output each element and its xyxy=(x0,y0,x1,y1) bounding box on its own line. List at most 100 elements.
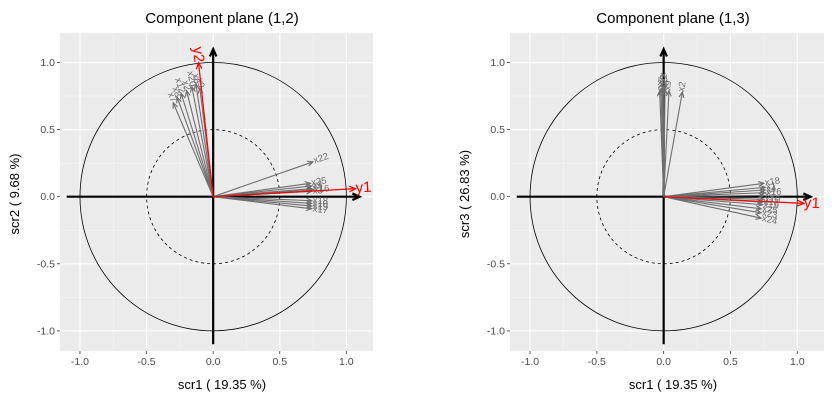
predictor-label: x9 xyxy=(663,80,674,91)
predictor-label: x2 xyxy=(676,81,689,93)
predictor-label: x19 xyxy=(312,201,328,213)
predictor-label: x4 xyxy=(312,179,323,191)
plot-background xyxy=(60,33,373,351)
x-tick-label: 0.5 xyxy=(272,356,287,368)
predictor-label: x12 xyxy=(172,77,187,95)
response-arrowhead xyxy=(797,199,806,207)
predictor-vector xyxy=(195,83,214,197)
y-axis-label: scr3 ( 26.83 %) xyxy=(457,150,472,238)
panel-title: Component plane (1,3) xyxy=(596,10,749,27)
x-axis-arrowhead xyxy=(802,192,814,201)
predictor-label: x18 xyxy=(313,195,329,207)
x-tick-label: 0.5 xyxy=(723,356,738,368)
x-tick-label: -0.5 xyxy=(588,356,606,368)
predictor-vector xyxy=(663,194,764,198)
predictor-arrowhead xyxy=(755,209,763,215)
predictor-arrowhead xyxy=(179,92,186,100)
predictor-arrowhead xyxy=(184,89,191,97)
predictor-label: x7 xyxy=(165,91,179,105)
predictor-label: x8 xyxy=(656,79,667,89)
y-tick-label: 0.0 xyxy=(490,191,505,203)
predictor-vector xyxy=(663,182,764,198)
predictor-label: x16 xyxy=(766,187,782,199)
y-tick-label: 0.0 xyxy=(40,191,55,203)
predictor-arrowhead xyxy=(189,85,196,93)
y-tick-label: 1.0 xyxy=(490,57,505,69)
x-axis-arrowhead xyxy=(351,192,363,201)
predictor-label: x12 xyxy=(659,74,670,89)
y-axis-label: scr2 ( 9.68 %) xyxy=(7,154,22,235)
x-tick-label: 0.0 xyxy=(206,356,221,368)
response-vector xyxy=(213,188,356,198)
predictor-arrowhead xyxy=(305,202,314,209)
x-tick-label: -1.0 xyxy=(521,356,539,368)
predictor-label: x1 xyxy=(766,181,777,193)
predictor-vector xyxy=(663,196,762,214)
predictor-arrowhead xyxy=(759,187,767,194)
predictor-vector xyxy=(185,90,214,197)
panel-title: Component plane (1,2) xyxy=(145,10,298,27)
response-label: y1 xyxy=(355,179,372,197)
predictor-label: x23 xyxy=(761,208,778,221)
predictor-vector xyxy=(663,90,670,197)
predictor-label: x16 xyxy=(314,183,330,195)
predictor-arrowhead xyxy=(307,160,315,167)
predictor-arrowhead xyxy=(305,205,314,212)
y-axis-arrowhead xyxy=(208,46,218,57)
predictor-label: x20 xyxy=(184,70,198,87)
x-axis-label: scr1 ( 19.35 %) xyxy=(629,377,717,392)
x-tick-label: 1.0 xyxy=(339,356,354,368)
predictor-arrowhead xyxy=(665,89,672,97)
predictor-vector xyxy=(663,196,762,219)
y-tick-label: -1.0 xyxy=(487,325,505,337)
response-arrowhead xyxy=(195,61,203,70)
y-tick-label: -0.5 xyxy=(487,258,505,270)
predictor-arrowhead xyxy=(305,197,314,204)
x-tick-label: 0.0 xyxy=(656,356,671,368)
plot-background xyxy=(510,33,824,351)
y-tick-label: -1.0 xyxy=(37,325,55,337)
x-tick-label: -0.5 xyxy=(138,356,156,368)
predictor-label: x18 xyxy=(764,176,781,189)
predictor-arrowhead xyxy=(661,88,668,96)
predictor-label: x3 xyxy=(765,190,775,201)
predictor-label: x10 xyxy=(765,194,781,205)
predictor-arrowhead xyxy=(176,96,182,104)
predictor-vector xyxy=(663,89,666,197)
predictor-vector xyxy=(663,196,762,210)
predictor-label: x6 xyxy=(655,80,666,90)
predictor-vector xyxy=(212,161,314,198)
predictor-vector xyxy=(191,86,214,197)
predictor-arrowhead xyxy=(756,201,764,208)
predictor-arrowhead xyxy=(755,214,763,220)
y-axis-arrowhead xyxy=(659,46,668,57)
response-vector xyxy=(197,62,214,197)
predictor-label: x6 xyxy=(190,73,202,85)
response-label: y1 xyxy=(804,194,821,212)
predictor-label: x20 xyxy=(658,73,669,88)
panel-left: Component plane (1,2) -1.0 -0.5 0.0 0.5 1.0 -… xyxy=(7,10,373,392)
predictor-label: x10 xyxy=(312,198,328,210)
predictor-vector xyxy=(663,91,683,197)
y-tick-label: 0.5 xyxy=(40,124,55,136)
x-axis-label: scr1 ( 19.35 %) xyxy=(178,377,266,392)
predictor-label: x2 xyxy=(180,79,193,91)
predictor-arrowhead xyxy=(756,198,764,205)
predictor-label: x17 xyxy=(312,204,329,217)
predictor-arrowhead xyxy=(305,200,314,206)
predictor-label: x25 xyxy=(761,204,778,217)
predictor-arrowhead xyxy=(678,90,685,98)
plot-area: -1.0 -0.5 0.0 0.5 1.0-1.0-0.50.00.51.0x6x8x2… xyxy=(487,33,824,368)
predictor-arrowhead xyxy=(193,82,200,90)
predictor-arrowhead xyxy=(172,101,178,109)
predictor-label: x7 xyxy=(657,77,668,87)
predictor-label: x22 xyxy=(312,151,330,166)
predictor-label: x1 xyxy=(312,182,323,194)
response-vector xyxy=(663,196,804,205)
y-tick-label: 1.0 xyxy=(40,57,55,69)
response-label: y2 xyxy=(189,46,208,64)
predictor-vector xyxy=(172,102,214,197)
panel-right: Component plane (1,3) -1.0 -0.5 0.0 0.5 1.0 -… xyxy=(457,10,824,392)
x-tick-label: 1.0 xyxy=(790,356,805,368)
